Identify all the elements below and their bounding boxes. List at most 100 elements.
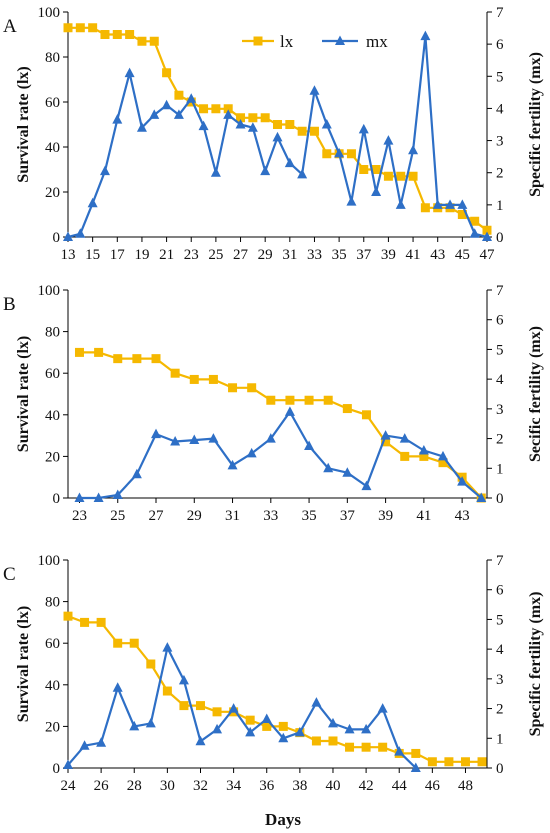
x-axis-label: Days — [265, 810, 301, 829]
data-point-lx — [381, 437, 391, 447]
data-point-lx — [262, 721, 272, 731]
legend: lx mx — [242, 32, 388, 51]
data-point-mx — [377, 703, 388, 713]
data-point-mx — [189, 434, 200, 445]
x-tick-label: 27 — [149, 508, 165, 524]
y-axis-title: Survival rate (lx) — [15, 336, 32, 452]
data-point-lx — [359, 165, 369, 174]
x-tick-label: 41 — [406, 247, 421, 263]
data-point-lx — [129, 638, 139, 648]
data-point-lx — [346, 149, 356, 159]
legend-marker-mx — [335, 35, 345, 45]
x-tick-label: 35 — [332, 247, 347, 263]
data-point-lx — [88, 23, 98, 33]
x-tick-label: 30 — [160, 778, 175, 794]
data-point-lx — [285, 120, 295, 129]
x-tick-label: 39 — [381, 247, 396, 263]
series-lx — [63, 611, 487, 767]
left-tick-label: 40 — [45, 408, 60, 424]
x-tick-label: 37 — [340, 508, 356, 524]
data-point-lx — [248, 113, 258, 123]
data-point-lx — [247, 383, 257, 393]
series-line-lx — [68, 26, 488, 232]
data-point-mx — [178, 674, 189, 685]
data-point-lx — [400, 451, 410, 461]
x-tick-label: 43 — [455, 508, 470, 524]
data-point-lx — [285, 395, 295, 405]
x-tick-label: 43 — [430, 247, 445, 263]
series-line-lx — [67, 615, 482, 763]
data-point-mx — [198, 120, 209, 131]
data-point-lx — [378, 742, 388, 752]
data-point-mx — [124, 67, 135, 78]
data-point-mx — [278, 732, 289, 743]
data-point-mx — [260, 165, 271, 176]
right-tick-label: 7 — [496, 283, 504, 299]
data-point-mx — [334, 147, 345, 158]
right-tick-label: 4 — [496, 101, 504, 117]
data-point-mx — [173, 109, 184, 119]
data-point-mx — [418, 444, 429, 455]
data-point-lx — [260, 113, 270, 123]
right-tick-label: 6 — [496, 37, 504, 53]
data-point-mx — [247, 122, 258, 132]
x-tick-label: 23 — [72, 508, 87, 524]
data-point-mx — [272, 131, 283, 142]
data-point-lx — [75, 23, 85, 33]
data-point-mx — [383, 135, 394, 145]
series-line-mx — [67, 646, 417, 769]
data-point-lx — [174, 90, 184, 100]
x-tick-label: 33 — [307, 247, 322, 263]
x-tick-label: 32 — [193, 778, 208, 794]
data-point-mx — [399, 433, 410, 443]
x-tick-label: 21 — [159, 247, 174, 263]
data-point-mx — [437, 450, 448, 461]
data-point-lx — [80, 617, 90, 627]
x-tick-label: 26 — [94, 778, 110, 794]
data-point-lx — [273, 120, 282, 129]
series-mx — [63, 30, 492, 241]
data-point-lx — [444, 757, 454, 767]
x-tick-label: 29 — [258, 247, 273, 263]
right-tick-label: 3 — [496, 672, 504, 688]
data-point-lx — [411, 748, 421, 758]
data-point-mx — [74, 492, 85, 502]
y2-axis-title: Secific fertility (mx) — [527, 326, 544, 462]
data-point-lx — [212, 707, 222, 717]
data-point-lx — [149, 36, 159, 46]
right-tick-label: 3 — [496, 402, 504, 418]
right-tick-label: 5 — [496, 342, 504, 358]
right-tick-label: 0 — [496, 230, 504, 246]
data-point-mx — [112, 682, 123, 692]
left-tick-label: 0 — [53, 761, 61, 777]
y2-axis-title: Specific fertility (mx) — [527, 52, 544, 197]
data-point-lx — [228, 383, 238, 393]
right-tick-label: 5 — [496, 69, 504, 85]
data-point-mx — [297, 168, 308, 179]
data-point-mx — [162, 642, 173, 652]
data-point-mx — [228, 703, 239, 713]
x-tick-label: 28 — [127, 778, 142, 794]
series-line-lx — [79, 351, 483, 499]
right-tick-label: 2 — [496, 166, 504, 182]
data-point-lx — [113, 638, 123, 648]
data-point-mx — [309, 85, 320, 95]
data-point-lx — [323, 395, 333, 405]
y-axis-title: Survival rate (lx) — [15, 606, 32, 722]
right-tick-label: 2 — [496, 432, 504, 448]
data-point-mx — [145, 717, 156, 728]
data-point-lx — [361, 742, 371, 752]
data-point-mx — [361, 480, 372, 491]
data-point-lx — [460, 757, 470, 767]
x-tick-label: 24 — [61, 778, 77, 794]
data-point-mx — [408, 144, 419, 155]
data-point-lx — [208, 374, 218, 384]
data-point-lx — [162, 68, 172, 78]
y2-axis-title: Specific fertility (mx) — [527, 592, 544, 737]
left-tick-label: 100 — [38, 553, 61, 569]
data-point-mx — [294, 726, 305, 737]
data-point-mx — [131, 468, 142, 479]
left-tick-label: 40 — [45, 140, 60, 156]
